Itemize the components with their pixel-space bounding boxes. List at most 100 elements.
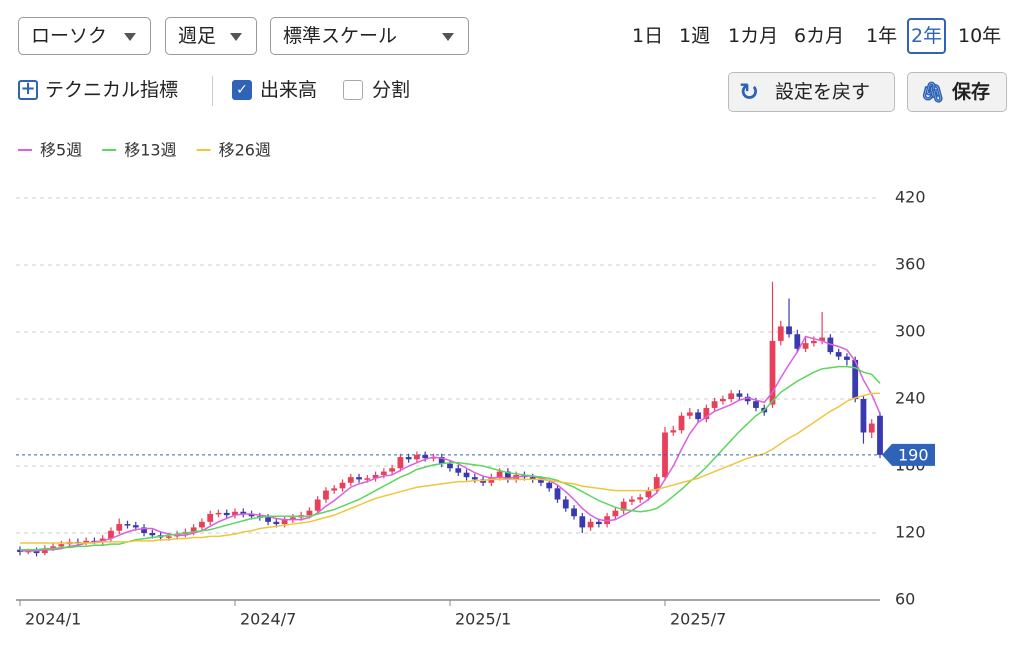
candle-body <box>703 407 710 420</box>
period-button[interactable]: 1日 <box>632 25 664 47</box>
candle-body <box>587 521 594 528</box>
split-checkbox[interactable] <box>343 80 363 100</box>
candle-body <box>777 326 784 341</box>
candle-body <box>132 525 139 528</box>
candle-body <box>538 479 544 483</box>
candle-body <box>25 550 32 553</box>
candle-body <box>248 514 255 517</box>
candle-body <box>199 521 205 528</box>
candle-body <box>546 482 553 489</box>
save-button[interactable]: 🖇 保存 <box>907 72 1007 112</box>
candle-body <box>273 521 280 525</box>
candle-body <box>695 412 701 420</box>
candle-body <box>347 477 354 483</box>
separator <box>212 76 213 106</box>
y-tick-label: 120 <box>895 523 926 542</box>
scale-dropdown[interactable]: 標準スケール <box>270 17 469 55</box>
candle-body <box>529 477 536 480</box>
candle-body <box>438 457 445 464</box>
x-tick-label: 2024/7 <box>240 610 296 629</box>
candle-body <box>389 468 396 472</box>
candle-body <box>852 359 859 399</box>
candle-body <box>810 340 817 344</box>
candle-body <box>711 401 718 408</box>
candle-body <box>571 508 577 517</box>
moving-average-line <box>20 335 881 552</box>
candle-body <box>686 412 693 416</box>
candle-body <box>306 510 313 516</box>
candle-body <box>678 415 685 431</box>
candle-body <box>819 337 826 341</box>
candle-body <box>455 468 462 473</box>
period-button-selected[interactable]: 2年 <box>907 18 947 54</box>
candle-body <box>331 488 338 491</box>
candle-body <box>223 512 230 516</box>
candle-body <box>736 393 743 397</box>
volume-checkbox[interactable]: ✓ <box>232 80 252 100</box>
candle-body <box>314 499 321 511</box>
chart-type-dropdown[interactable]: ローソク <box>18 17 151 55</box>
candle-body <box>835 352 842 357</box>
volume-label[interactable]: 出来高 <box>260 79 318 101</box>
split-label[interactable]: 分割 <box>372 79 411 101</box>
legend-label: 移5週 <box>40 141 82 160</box>
candle-body <box>207 514 214 522</box>
candle-body <box>165 536 172 538</box>
candle-body <box>786 326 792 335</box>
candle-body <box>149 533 156 536</box>
candle-body <box>41 548 48 554</box>
candle-body <box>595 521 602 525</box>
candle-body <box>612 510 619 517</box>
candle-body <box>844 356 850 360</box>
last-price-tag <box>882 443 935 466</box>
candle-body <box>215 512 222 515</box>
candle-body <box>562 499 569 509</box>
candle-body <box>802 343 809 349</box>
period-button[interactable]: 1カ月 <box>728 25 779 47</box>
candle-body <box>364 478 371 480</box>
candle-body <box>405 457 412 460</box>
candle-body <box>670 430 677 433</box>
candle-body <box>190 527 197 532</box>
candle-body <box>33 550 40 554</box>
moving-average-line <box>20 392 880 544</box>
moving-average-line <box>20 365 881 551</box>
candle-body <box>629 499 635 502</box>
technical-button[interactable]: テクニカル指標 <box>45 79 179 101</box>
last-price-label: 190 <box>898 445 929 464</box>
candle-body <box>579 516 586 528</box>
x-tick-label: 2025/1 <box>455 610 511 629</box>
candle-body <box>323 490 329 500</box>
reset-icon: ↻ <box>739 78 760 106</box>
period-button[interactable]: 6カ月 <box>794 25 845 47</box>
candle-body <box>397 457 404 469</box>
candle-body <box>232 511 238 516</box>
reset-button[interactable]: ↻ 設定を戻す <box>728 72 895 112</box>
candle-body <box>124 524 131 526</box>
save-label: 保存 <box>952 81 991 103</box>
candle-body <box>504 471 511 480</box>
candle-body <box>240 511 247 515</box>
add-icon[interactable]: + <box>18 80 38 100</box>
y-tick-label: 420 <box>895 188 926 207</box>
candle-body <box>637 497 644 500</box>
legend-label: 移13週 <box>124 141 176 160</box>
candle-body <box>860 399 867 433</box>
y-tick-label: 360 <box>895 255 926 274</box>
period-button[interactable]: 10年 <box>958 25 1002 47</box>
candle-body <box>620 501 627 511</box>
candle-body <box>380 471 387 475</box>
candle-body <box>339 482 346 489</box>
y-tick-label: 60 <box>895 590 915 609</box>
period-button[interactable]: 1週 <box>679 25 711 47</box>
candle-body <box>265 517 271 522</box>
period-button[interactable]: 1年 <box>866 25 898 47</box>
interval-dropdown[interactable]: 週足 <box>165 17 257 55</box>
y-tick-label: 300 <box>895 322 926 341</box>
candle-body <box>447 463 453 469</box>
candle-body <box>753 401 759 408</box>
candle-body <box>471 477 478 480</box>
candle-body <box>356 477 362 480</box>
candle-body <box>422 454 429 459</box>
candle-body <box>141 527 147 533</box>
